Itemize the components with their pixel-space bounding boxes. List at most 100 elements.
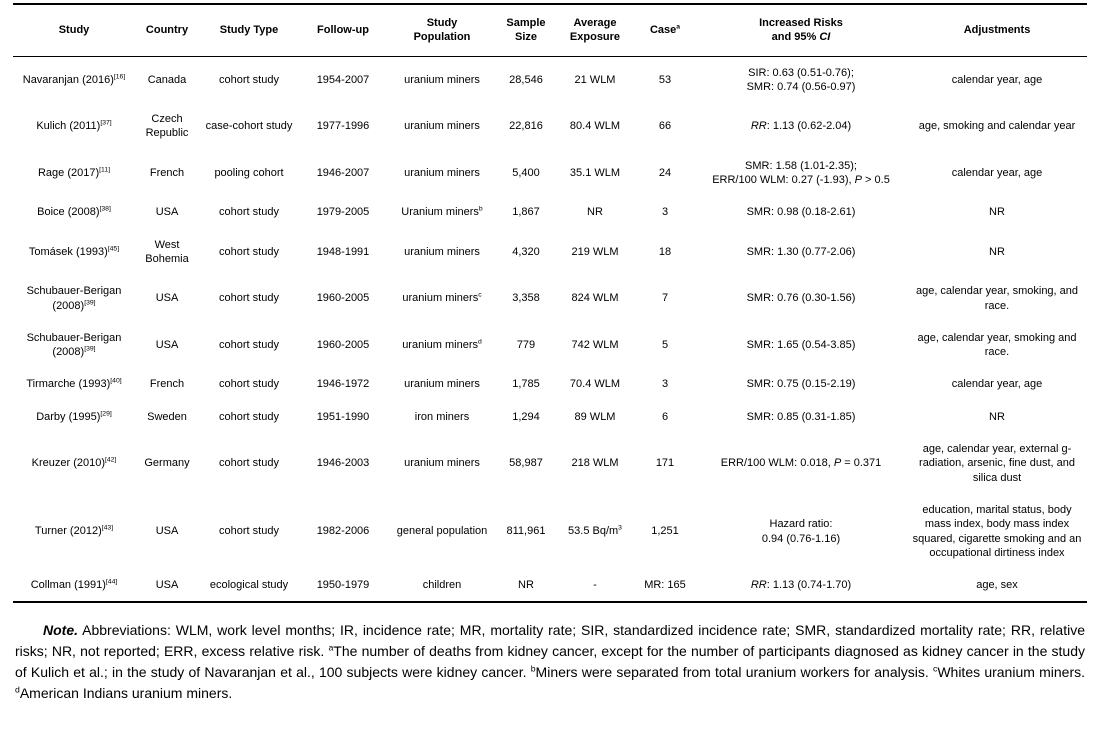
column-header-population-line1: Study [426,17,458,29]
cell-increased-risks: SMR: 1.65 (0.54-3.85) [695,322,907,369]
column-header-adjustments-label: Adjustments [963,24,1031,37]
table-row: Schubauer-Berigan (2008)[39] USA cohort st… [13,275,1087,322]
cell-average-exposure: 824 WLM [571,292,619,305]
cell-average-exposure: 80.4 WLM [569,120,621,133]
reference-superscript: [42] [105,456,117,464]
table-note: Note. Abbreviations: WLM, work level mon… [15,622,1086,702]
table-row: Kreuzer (2010)[42] Germany cohort study 194… [13,433,1087,494]
population-superscript: c [478,291,482,299]
column-header-risks-line2-prefix: and 95% [771,31,820,44]
column-header-exposure-line2: Exposure [569,31,621,44]
column-header-sample-line1: Sample [506,17,546,29]
risk-line: ERR/100 WLM: 0.27 (-1.93), P > 0.5 [712,174,890,187]
cell-increased-risks: SMR: 0.98 (0.18-2.61) [695,196,907,228]
cell-country: USA [155,292,179,305]
table-row: Darby (1995)[29] Sweden cohort study 1951-1… [13,401,1087,433]
cell-study-type: case-cohort study [205,120,293,133]
reference-superscript: [44] [105,578,118,586]
cell-average-exposure: 218 WLM [571,457,619,470]
cell-study: Collman (1991)[44] [30,578,118,592]
cell-study-population: uranium minersc [402,291,482,305]
cell-increased-risks: SMR: 1.30 (0.77-2.06) [695,229,907,276]
cell-adjustments: age, smoking and calendar year [918,120,1076,133]
population-superscript: b [478,205,483,213]
cell-study-type: cohort study [219,292,279,305]
cell-case: 3 [661,206,669,219]
cell-follow-up: 1950-1979 [316,579,370,592]
cell-study-type: cohort study [219,410,279,423]
table-header-row: Study Country Study Type Follow-up Study… [13,4,1087,57]
risk-line: SMR: 0.85 (0.31-1.85) [746,410,856,423]
cell-average-exposure: 89 WLM [574,410,616,423]
cell-increased-risks: SIR: 0.63 (0.51-0.76); SMR: 0.74 (0.56-0.… [695,56,907,103]
cell-case: 5 [661,339,669,351]
column-header-average-exposure: Average Exposure [555,4,635,57]
cell-country: West Bohemia [145,238,189,265]
cell-country: Germany [144,457,190,470]
cell-follow-up: 1977-1996 [316,120,370,133]
cell-adjustments: NR [989,206,1005,219]
cell-study: Turner (2012)[43] [34,524,114,538]
cell-increased-risks: RR: 1.13 (0.62-2.04) [695,103,907,150]
table-row: Tomásek (1993)[45] West Bohemia cohort stu… [13,229,1087,276]
column-header-study-label: Study [58,24,90,37]
cell-sample-size: 1,294 [512,410,540,423]
reference-superscript: [40] [110,377,122,385]
cell-sample-size: 5,400 [512,166,540,179]
cell-sample-size: 22,816 [509,120,543,133]
column-header-case-label: Case [649,24,677,37]
table-header: Study Country Study Type Follow-up Study… [13,4,1087,57]
cell-study-population: uranium miners [404,120,480,133]
column-header-study-type-label: Study Type [219,24,279,37]
cell-follow-up: 1979-2005 [316,206,370,219]
cell-study: Kulich (2011)[37] [36,119,112,133]
cell-follow-up: 1948-1991 [316,245,370,258]
cell-country: USA [155,579,179,592]
cell-follow-up: 1982-2006 [316,525,370,538]
risk-line: SMR: 0.76 (0.30-1.56) [746,292,856,305]
cell-study-population: general population [396,525,488,538]
cell-average-exposure: 35.1 WLM [569,166,621,179]
cell-adjustments: age, calendar year, external g-radiation… [919,443,1075,484]
cell-study-type: cohort study [219,206,279,219]
reference-superscript: [39] [84,298,96,306]
cell-sample-size: 58,987 [509,457,543,470]
risk-line: SMR: 0.98 (0.18-2.61) [746,206,856,219]
cell-country: Canada [147,73,187,86]
cell-adjustments: education, marital status, body mass ind… [912,503,1082,559]
column-header-adjustments: Adjustments [907,4,1087,57]
cell-adjustments: age, sex [976,579,1018,592]
table-row: Collman (1991)[44] USA ecological study 195… [13,569,1087,602]
cell-country: USA [155,206,179,219]
column-header-country: Country [135,4,199,57]
reference-superscript: [43] [101,524,114,532]
column-header-follow-up: Follow-up [299,4,387,57]
cell-increased-risks: SMR: 1.58 (1.01-2.35); ERR/100 WLM: 0.27 … [695,150,907,197]
cell-average-exposure: 742 WLM [571,339,619,351]
column-header-study-type: Study Type [199,4,299,57]
cell-sample-size: 3,358 [512,292,540,305]
risk-line: SMR: 0.75 (0.15-2.19) [746,378,856,391]
cell-country: Czech Republic [145,113,189,140]
cell-study-type: cohort study [219,245,279,258]
cell-study: Kreuzer (2010)[42] [31,456,117,470]
cell-case: 7 [661,292,669,305]
cell-study-population: children [422,579,462,592]
table-row: Rage (2017)[11] French pooling cohort 1946-… [13,150,1087,197]
risk-line: SMR: 1.30 (0.77-2.06) [746,245,856,258]
cell-adjustments: NR [989,410,1005,423]
cell-adjustments: calendar year, age [951,73,1043,86]
cell-study: Tomásek (1993)[45] [28,245,120,258]
table-row: Tirmarche (1993)[40] French cohort study 19… [13,368,1087,400]
cell-case: MR: 165 [644,579,686,592]
cell-study-population: uranium miners [404,457,480,470]
cell-study: Rage (2017)[11] [37,166,110,179]
risk-line: Hazard ratio: [769,518,833,531]
cell-average-exposure: 219 WLM [571,245,619,258]
population-superscript: d [478,338,482,346]
cell-sample-size: 28,546 [509,73,543,86]
column-header-exposure-line1: Average [573,17,617,29]
cell-case: 1,251 [651,525,679,538]
cell-average-exposure: 70.4 WLM [569,378,621,391]
